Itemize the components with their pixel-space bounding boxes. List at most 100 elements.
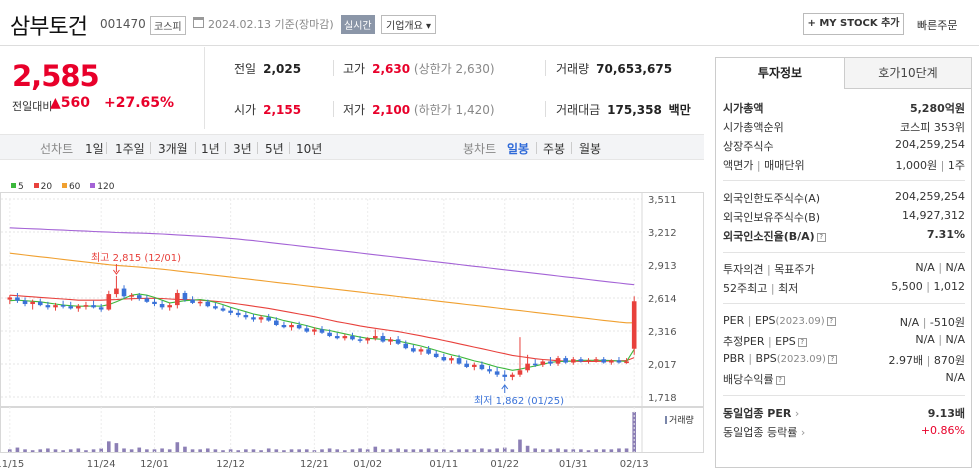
volume-bar — [145, 449, 149, 452]
stat-low: 저가 2,100 (하한가 1,420) — [343, 103, 495, 117]
add-mystock-button[interactable]: + MY STOCK 추가 — [803, 13, 904, 35]
stock-header: 삼부토건 001470 코스피 2024.02.13 기준(장마감) 실시간 기… — [0, 0, 979, 46]
candle-body — [68, 306, 74, 309]
candle-body — [37, 301, 43, 306]
candle-body — [593, 359, 599, 361]
candle-body — [373, 336, 378, 339]
volume-label: 거래량 — [665, 413, 694, 426]
price-change-pct: +27.65% — [104, 95, 175, 111]
volume-bar — [525, 445, 530, 452]
candle — [289, 322, 294, 331]
volume-bar — [396, 448, 400, 452]
volume-bar — [335, 449, 340, 452]
volume-bar — [442, 449, 446, 452]
candle-chart-label: 봉차트 — [463, 142, 497, 156]
candle-weekly[interactable]: 주봉 — [543, 142, 566, 156]
candle-body — [304, 328, 310, 332]
volume-bar — [198, 449, 202, 452]
candle-body — [266, 317, 271, 321]
tab-investment-info[interactable]: 투자정보 — [716, 58, 844, 89]
help-icon[interactable]: ? — [816, 233, 826, 242]
candle — [487, 365, 492, 374]
candle-body — [159, 304, 165, 308]
company-profile-dropdown[interactable]: 기업개요 ▾ — [381, 15, 436, 34]
stat-prev-close: 전일 2,025 — [234, 62, 302, 76]
candle-body — [91, 305, 96, 308]
legend-swatch — [61, 183, 67, 188]
candle — [53, 302, 58, 311]
period-5y[interactable]: 5년 — [265, 142, 284, 156]
candle-body — [631, 301, 637, 349]
candle-monthly[interactable]: 월봉 — [579, 142, 602, 156]
volume-bar — [381, 449, 385, 452]
volume-bar — [289, 449, 294, 452]
candle-body — [510, 374, 515, 377]
row-shares: 상장주식수 204,259,254 — [723, 138, 965, 153]
stock-code: 001470 — [100, 17, 146, 31]
candle — [525, 354, 530, 373]
candle-body — [418, 349, 424, 352]
quick-order-link[interactable]: 빠른주문 — [917, 19, 958, 32]
row-foreign-ratio: 외국인소진율(B/A)? 7.31% — [723, 228, 965, 243]
candle-body — [616, 360, 622, 363]
period-10y[interactable]: 10년 — [296, 142, 323, 156]
row-opinion: 투자의견 | 목표주가 N/A | N/A — [723, 261, 965, 276]
candle — [380, 332, 386, 343]
stock-name: 삼부토건 — [10, 15, 88, 40]
period-1w[interactable]: 1주일 — [115, 142, 145, 156]
candle-body — [98, 307, 104, 310]
divider — [723, 252, 965, 253]
candle — [258, 315, 264, 323]
y-tick-label: 3,511 — [648, 195, 677, 206]
candle — [494, 366, 500, 377]
volume-bar — [61, 450, 65, 452]
candle — [601, 357, 607, 364]
row-market-cap: 시가총액 5,280억원 — [723, 102, 965, 115]
candle-body — [296, 325, 302, 329]
period-3m[interactable]: 3개월 — [158, 142, 188, 156]
candle — [357, 336, 363, 343]
base-date: 2024.02.13 기준(장마감) — [208, 18, 334, 31]
calendar-icon — [193, 17, 204, 28]
divider — [289, 142, 290, 154]
volume-bar — [160, 448, 164, 452]
candle-body — [319, 329, 325, 333]
tab-orderbook[interactable]: 호가10단계 — [844, 58, 971, 89]
volume-bar — [106, 441, 111, 452]
volume-bar — [114, 443, 119, 452]
candle — [578, 357, 584, 363]
candle — [45, 301, 51, 310]
candle-body — [548, 361, 553, 364]
volume-bar — [495, 448, 499, 452]
price-chart[interactable]: 3,511 3,212 2,913 2,614 2,316 2,017 1,718 최고 2,… — [0, 192, 704, 407]
candle-body — [532, 363, 538, 366]
candle — [30, 299, 35, 310]
candle-body — [563, 358, 568, 363]
help-icon[interactable]: ? — [826, 317, 836, 326]
help-icon[interactable]: ? — [797, 338, 807, 347]
y-tick-label: 2,614 — [648, 294, 677, 305]
help-icon[interactable]: ? — [775, 376, 785, 385]
volume-bar — [129, 449, 134, 452]
period-3y[interactable]: 3년 — [233, 142, 252, 156]
candle — [243, 311, 249, 320]
candle — [296, 321, 302, 330]
period-1y[interactable]: 1년 — [201, 142, 220, 156]
y-tick-label: 2,017 — [648, 360, 677, 371]
candle — [175, 289, 180, 309]
volume-chart[interactable]: 11/15 11/24 12/01 12/12 12/21 01/02 01/11 01/22… — [0, 407, 704, 475]
candle — [540, 359, 546, 367]
candle-body — [312, 329, 317, 332]
help-icon[interactable]: ? — [827, 355, 837, 364]
candle — [152, 298, 157, 307]
volume-bar — [487, 449, 492, 452]
candle-daily[interactable]: 일봉 — [507, 142, 530, 156]
candle — [456, 354, 462, 365]
candle-body — [449, 358, 454, 361]
divider — [545, 60, 546, 76]
volume-bar — [251, 449, 256, 452]
volume-bar — [152, 449, 157, 452]
low-annotation: 최저 1,862 (01/25) — [474, 395, 564, 407]
realtime-button[interactable]: 실시간 — [341, 15, 375, 34]
period-1d[interactable]: 1일 — [85, 142, 104, 156]
